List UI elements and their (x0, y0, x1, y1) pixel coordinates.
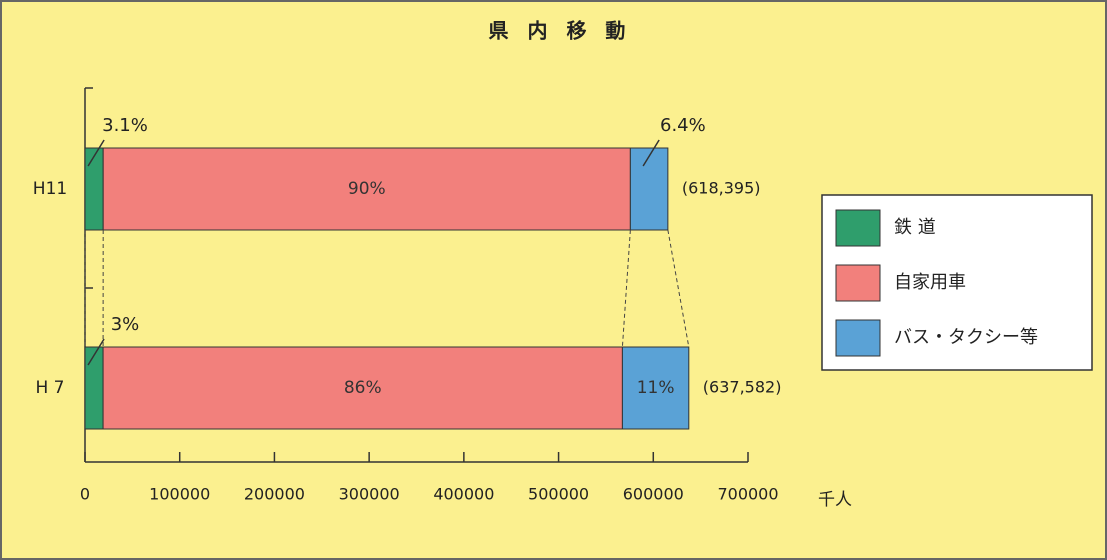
legend-swatch (835, 209, 881, 247)
data-label: 6.4% (660, 115, 706, 136)
legend-swatch (835, 264, 881, 302)
connector (667, 229, 690, 348)
legend-label: 鉄 道 (894, 217, 936, 238)
x-tick-label: 600000 (623, 485, 684, 504)
x-tick-label: 0 (80, 485, 90, 504)
bar-segment (102, 147, 631, 231)
data-label: 90% (348, 179, 386, 199)
x-tick-label: 400000 (433, 485, 494, 504)
bar-segment (102, 346, 623, 430)
x-tick-label: 200000 (244, 485, 305, 504)
y-tick-label: H 7 (35, 378, 64, 398)
legend-label: バス・タクシー等 (894, 327, 1038, 348)
bar-segment (629, 147, 669, 231)
data-label: 86% (344, 378, 382, 398)
x-tick-label: 500000 (528, 485, 589, 504)
data-label: 3.1% (102, 115, 148, 136)
x-tick-label: 700000 (717, 485, 778, 504)
leader-line (642, 139, 660, 167)
leader-line (87, 338, 105, 366)
leader-line (87, 139, 105, 167)
legend-label: 自家用車 (894, 272, 966, 293)
y-tick-label: H11 (33, 179, 67, 199)
bar-segment (84, 147, 104, 231)
x-tick-label: 300000 (339, 485, 400, 504)
x-tick-label: 100000 (149, 485, 210, 504)
total-label: (637,582) (703, 378, 782, 397)
x-unit: 千人 (818, 490, 852, 510)
data-label: 3% (111, 314, 140, 335)
data-label: 11% (637, 378, 675, 398)
total-label: (618,395) (682, 179, 761, 198)
bar-segment (621, 346, 690, 430)
connector (621, 229, 631, 348)
bar-segment (84, 346, 104, 430)
legend-swatch (835, 319, 881, 357)
chart-title: 県 内 移 動 (489, 19, 632, 43)
